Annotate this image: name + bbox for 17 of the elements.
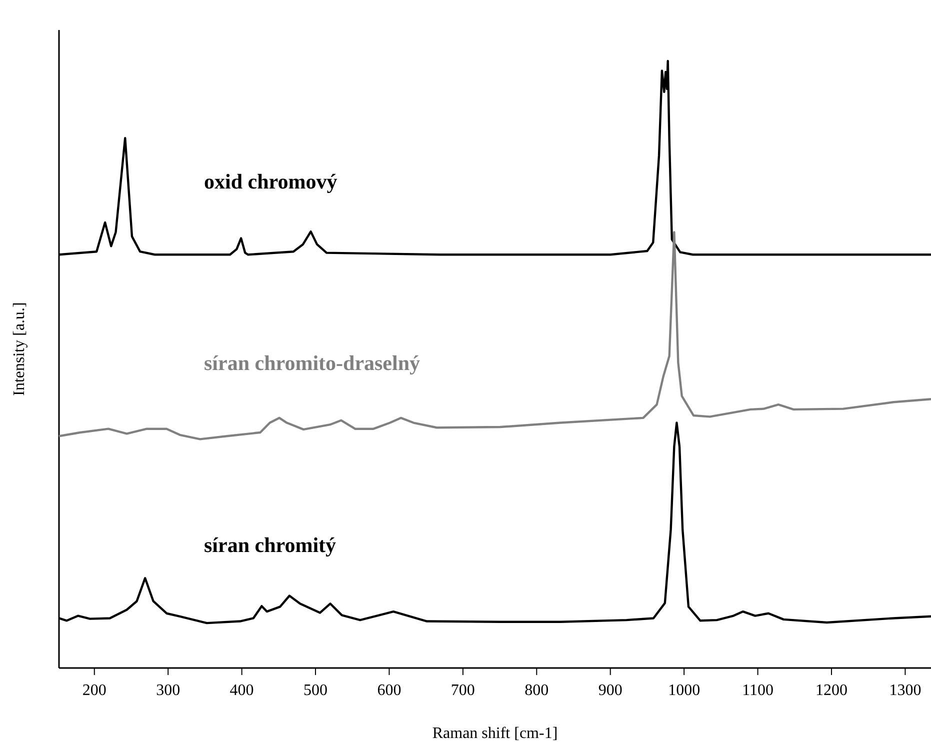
x-tick-label: 600 — [377, 682, 402, 699]
x-tick-label: 700 — [450, 682, 475, 699]
x-tick-label: 1200 — [815, 682, 848, 699]
text: síran chromitý — [204, 533, 337, 558]
x-tick-label: 900 — [598, 682, 622, 699]
x-tick-label: 400 — [230, 682, 254, 699]
x-tick-label: 200 — [82, 682, 106, 699]
x-axis-title: Raman shift [cm-1] — [432, 725, 558, 742]
y-axis-title: Intensity [a.u.] — [11, 302, 28, 396]
text: síran chromito-draselný — [204, 351, 421, 376]
x-tick-label: 300 — [156, 682, 180, 699]
x-tick-label: 500 — [304, 682, 328, 699]
text: oxid chromový — [204, 170, 338, 194]
x-tick-label: 1000 — [668, 682, 700, 699]
x-tick-label: 1300 — [889, 682, 922, 699]
x-tick-label: 800 — [524, 682, 549, 699]
x-tick-label: 1100 — [742, 682, 774, 699]
